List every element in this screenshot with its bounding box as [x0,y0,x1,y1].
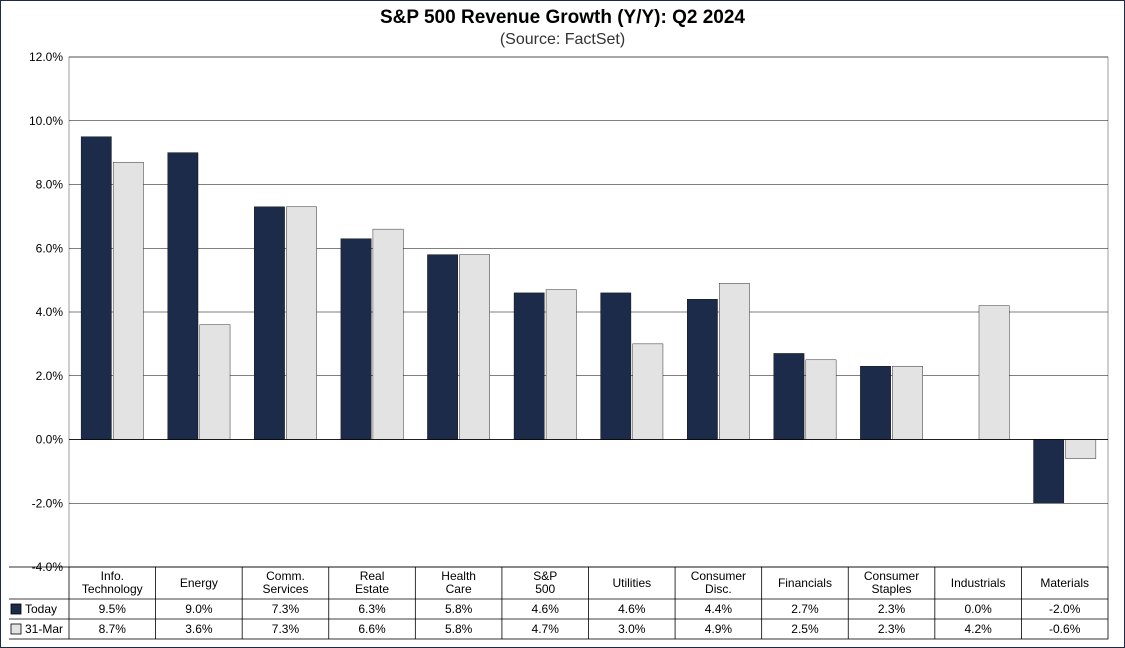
svg-text:Estate: Estate [355,582,389,596]
svg-text:Real: Real [360,569,385,583]
svg-text:6.6%: 6.6% [358,622,386,636]
svg-text:8.7%: 8.7% [99,622,127,636]
bar [1066,439,1096,458]
bar [546,290,576,440]
svg-text:4.7%: 4.7% [532,622,560,636]
title-block: S&P 500 Revenue Growth (Y/Y): Q2 2024 (S… [9,7,1116,49]
svg-text:4.6%: 4.6% [618,602,646,616]
svg-text:7.3%: 7.3% [272,622,300,636]
svg-text:6.3%: 6.3% [358,602,386,616]
svg-text:2.7%: 2.7% [791,602,819,616]
svg-text:Services: Services [262,582,308,596]
svg-text:9.0%: 9.0% [185,602,213,616]
svg-text:-2.0%: -2.0% [32,496,64,510]
legend-swatch-31-mar [11,624,21,634]
svg-text:Materials: Materials [1040,576,1089,590]
svg-text:Staples: Staples [872,582,912,596]
svg-text:3.0%: 3.0% [618,622,646,636]
bar [719,283,749,439]
svg-text:S&P: S&P [533,569,557,583]
svg-text:4.2%: 4.2% [964,622,992,636]
svg-text:Utilities: Utilities [612,576,651,590]
svg-text:-0.6%: -0.6% [1049,622,1081,636]
bar [892,366,922,439]
bar [1034,439,1064,503]
svg-text:4.4%: 4.4% [705,602,733,616]
svg-text:5.8%: 5.8% [445,622,473,636]
bar [254,207,284,440]
bar [806,360,836,440]
bar [341,239,371,440]
bar [514,293,544,440]
svg-text:500: 500 [535,582,555,596]
svg-text:2.3%: 2.3% [878,602,906,616]
bar [979,306,1009,440]
svg-text:7.3%: 7.3% [272,602,300,616]
bar [687,299,717,439]
svg-text:4.6%: 4.6% [532,602,560,616]
svg-text:2.0%: 2.0% [36,369,64,383]
chart-subtitle: (Source: FactSet) [9,30,1116,49]
svg-text:Financials: Financials [778,576,832,590]
svg-text:Consumer: Consumer [691,569,746,583]
svg-text:12.0%: 12.0% [29,51,63,64]
svg-text:2.3%: 2.3% [878,622,906,636]
svg-text:Health: Health [441,569,476,583]
svg-text:9.5%: 9.5% [99,602,127,616]
svg-text:-2.0%: -2.0% [1049,602,1081,616]
bar [168,153,198,440]
bar [774,353,804,439]
svg-text:Info.: Info. [101,569,124,583]
svg-text:Technology: Technology [82,582,143,596]
svg-text:5.8%: 5.8% [445,602,473,616]
svg-text:Industrials: Industrials [951,576,1006,590]
legend-label-today: Today [25,602,57,616]
bar [81,137,111,440]
svg-text:0.0%: 0.0% [36,432,64,446]
svg-text:Comm.: Comm. [266,569,305,583]
bar [286,207,316,440]
bar [200,325,230,440]
svg-text:6.0%: 6.0% [36,241,64,255]
svg-text:3.6%: 3.6% [185,622,213,636]
svg-text:2.5%: 2.5% [791,622,819,636]
svg-text:Consumer: Consumer [864,569,919,583]
bar [373,229,403,439]
chart-svg: -4.0%-2.0%0.0%2.0%4.0%6.0%8.0%10.0%12.0%… [9,51,1116,641]
svg-text:8.0%: 8.0% [36,177,64,191]
bar [633,344,663,440]
chart-title: S&P 500 Revenue Growth (Y/Y): Q2 2024 [9,7,1116,30]
bar [459,255,489,440]
svg-text:Disc.: Disc. [705,582,732,596]
legend-label-31-mar: 31-Mar [25,622,63,636]
bar [860,366,890,439]
svg-text:10.0%: 10.0% [29,114,63,128]
svg-text:4.9%: 4.9% [705,622,733,636]
svg-text:Care: Care [446,582,472,596]
chart-frame: S&P 500 Revenue Growth (Y/Y): Q2 2024 (S… [0,0,1125,648]
legend-swatch-today [11,604,21,614]
bar [601,293,631,440]
bar [427,255,457,440]
svg-text:4.0%: 4.0% [36,305,64,319]
chart-area: -4.0%-2.0%0.0%2.0%4.0%6.0%8.0%10.0%12.0%… [9,51,1116,641]
bar [113,162,143,439]
svg-text:Energy: Energy [180,576,218,590]
svg-text:0.0%: 0.0% [964,602,992,616]
